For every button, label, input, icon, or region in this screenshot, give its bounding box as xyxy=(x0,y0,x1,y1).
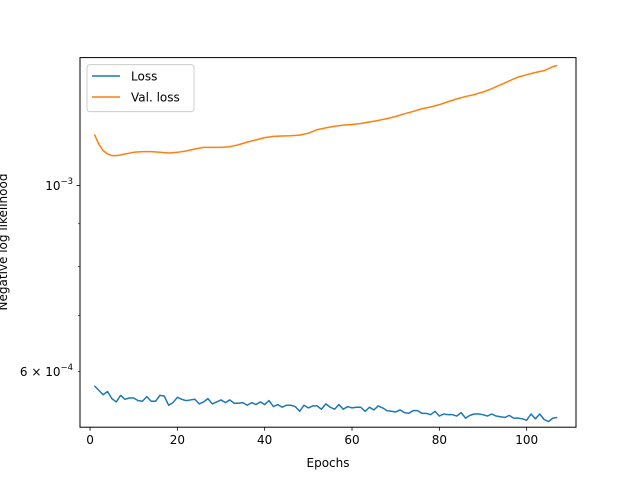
x-tick-label: 0 xyxy=(86,433,94,447)
series-line-0 xyxy=(93,385,558,423)
plot-frame xyxy=(79,57,577,428)
series-line-1 xyxy=(93,64,558,157)
x-tick-label: 80 xyxy=(432,433,447,447)
x-tick-label: 40 xyxy=(257,433,272,447)
legend-label-val-loss: Val. loss xyxy=(131,90,180,104)
y-minor-tick-label: 6 × 10−4 xyxy=(20,363,73,379)
y-axis-label: Negative log likelihood xyxy=(0,174,10,311)
y-major-tick-label: 10−3 xyxy=(45,177,73,193)
legend: Loss Val. loss xyxy=(86,64,195,113)
x-axis-ticks: 0 20 40 60 80 100 xyxy=(86,427,538,447)
series-lines xyxy=(93,64,558,423)
x-tick-label: 60 xyxy=(344,433,359,447)
x-tick-label: 100 xyxy=(515,433,538,447)
legend-label-loss: Loss xyxy=(131,69,157,83)
y-axis-ticks: 10−3 6 × 10−4 xyxy=(20,177,80,379)
x-tick-label: 20 xyxy=(170,433,185,447)
x-axis-label: Epochs xyxy=(307,456,350,470)
